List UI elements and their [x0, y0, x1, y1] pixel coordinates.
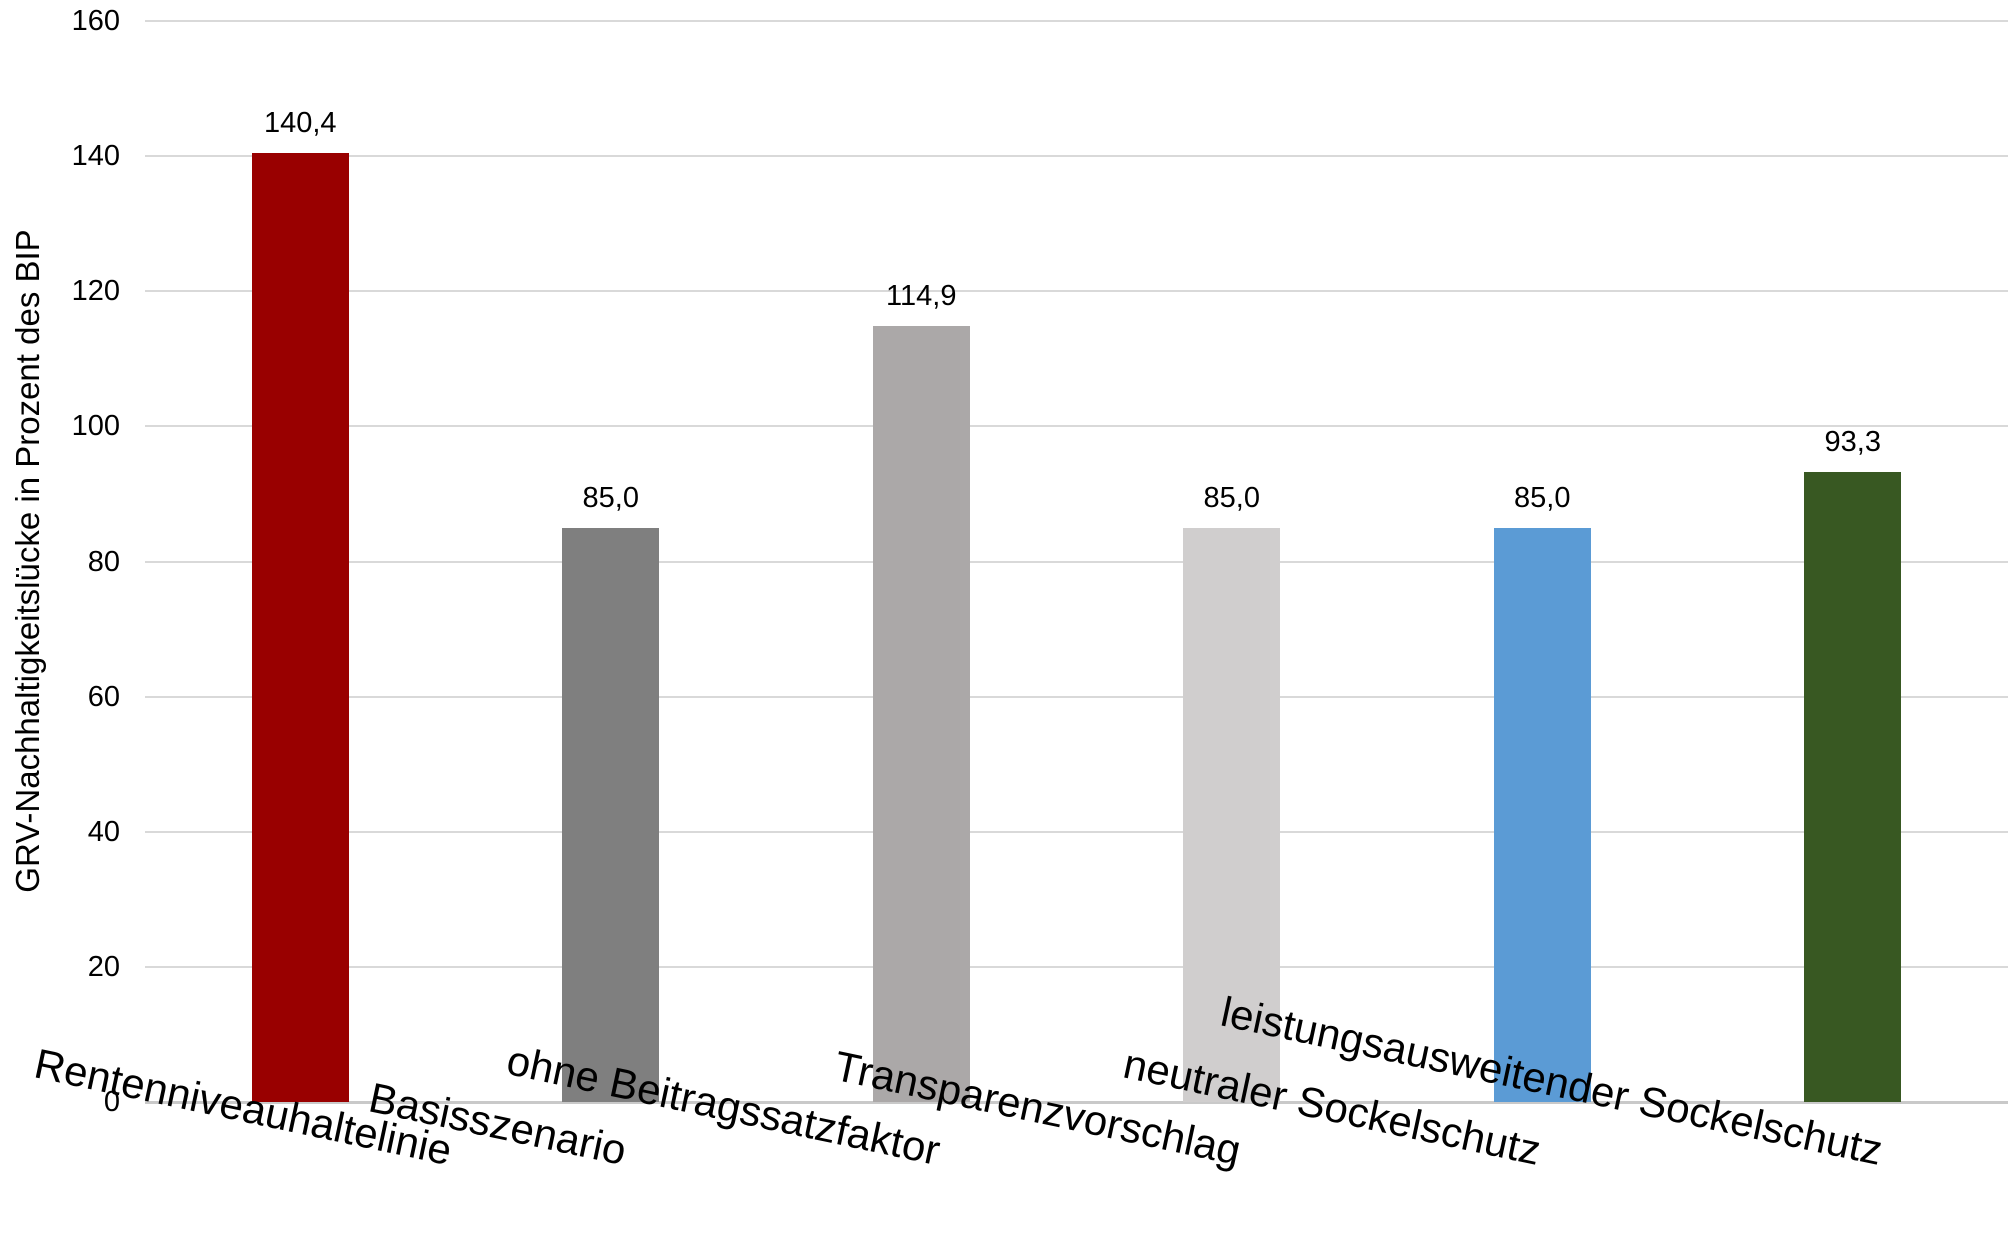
gridline [145, 965, 2008, 968]
gridline [145, 695, 2008, 698]
value-label: 140,4 [263, 107, 337, 140]
gridline [145, 155, 2008, 158]
bar [1183, 527, 1281, 1102]
bar [872, 325, 970, 1102]
value-label: 85,0 [582, 481, 639, 514]
value-label: 93,3 [1824, 425, 1881, 458]
bar [562, 527, 660, 1102]
gridline [145, 830, 2008, 833]
y-tick-label: 120 [71, 275, 120, 308]
value-label: 114,9 [886, 279, 957, 312]
y-tick-label: 20 [87, 950, 120, 983]
gridline [145, 560, 2008, 563]
gridline [145, 425, 2008, 428]
y-tick-label: 60 [87, 680, 120, 713]
bar [1804, 471, 1902, 1102]
value-label: 85,0 [1514, 481, 1571, 514]
x-axis-line [145, 1101, 2008, 1104]
bar [1493, 527, 1591, 1102]
value-label: 85,0 [1203, 481, 1260, 514]
y-tick-label: 0 [103, 1086, 120, 1118]
bar [251, 153, 349, 1102]
gridline [145, 290, 2008, 293]
y-tick-label: 40 [87, 815, 120, 848]
y-tick-label: 100 [71, 410, 120, 443]
y-tick-label: 140 [71, 140, 120, 173]
gridline [145, 20, 2008, 22]
y-tick-label: 80 [87, 545, 120, 578]
y-tick-label: 160 [71, 5, 120, 37]
